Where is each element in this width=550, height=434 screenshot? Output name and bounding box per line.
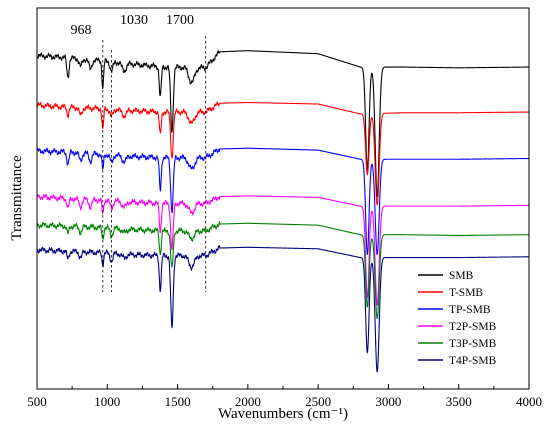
x-tick-label-3500: 3500 [446, 394, 472, 409]
series-line-smb [36, 50, 530, 198]
series-line-t2p-smb [36, 193, 530, 306]
legend: SMB T-SMB TP-SMB T2P-SMB T3P-SMB T4P-SMB [418, 270, 497, 367]
x-tick-label-3000: 3000 [375, 394, 401, 409]
legend-label-smb: SMB [449, 270, 474, 282]
series-layer [36, 50, 530, 373]
legend-label-tp-smb: TP-SMB [449, 304, 491, 316]
peak-annotations: 968 1030 1700 [71, 13, 195, 38]
legend-label-t4p-smb: T4P-SMB [449, 355, 497, 367]
annotation-label-1030: 1030 [120, 13, 148, 28]
x-tick-label-1000: 1000 [94, 394, 120, 409]
x-tick-label-2500: 2500 [305, 394, 331, 409]
x-tick-label-2000: 2000 [235, 394, 261, 409]
legend-label-t2p-smb: T2P-SMB [449, 321, 497, 333]
x-axis: 500 1000 1500 2000 2500 3000 3500 4000 [27, 384, 542, 409]
series-line-t3p-smb [36, 220, 530, 320]
series-line-t4p-smb [36, 245, 530, 373]
series-line-t-smb [36, 101, 530, 206]
x-tick-label-500: 500 [27, 394, 47, 409]
series-line-tp-smb [36, 147, 530, 256]
legend-label-t-smb: T-SMB [449, 287, 483, 299]
annotation-label-1700: 1700 [166, 13, 194, 28]
reference-lines [102, 36, 207, 292]
annotation-label-968: 968 [71, 23, 92, 38]
x-axis-title: Wavenumbers (cm⁻¹) [218, 406, 348, 422]
x-tick-label-1500: 1500 [165, 394, 191, 409]
x-tick-label-4000: 4000 [516, 394, 542, 409]
y-axis-title: Transmittance [9, 155, 25, 241]
legend-label-t3p-smb: T3P-SMB [449, 338, 497, 350]
